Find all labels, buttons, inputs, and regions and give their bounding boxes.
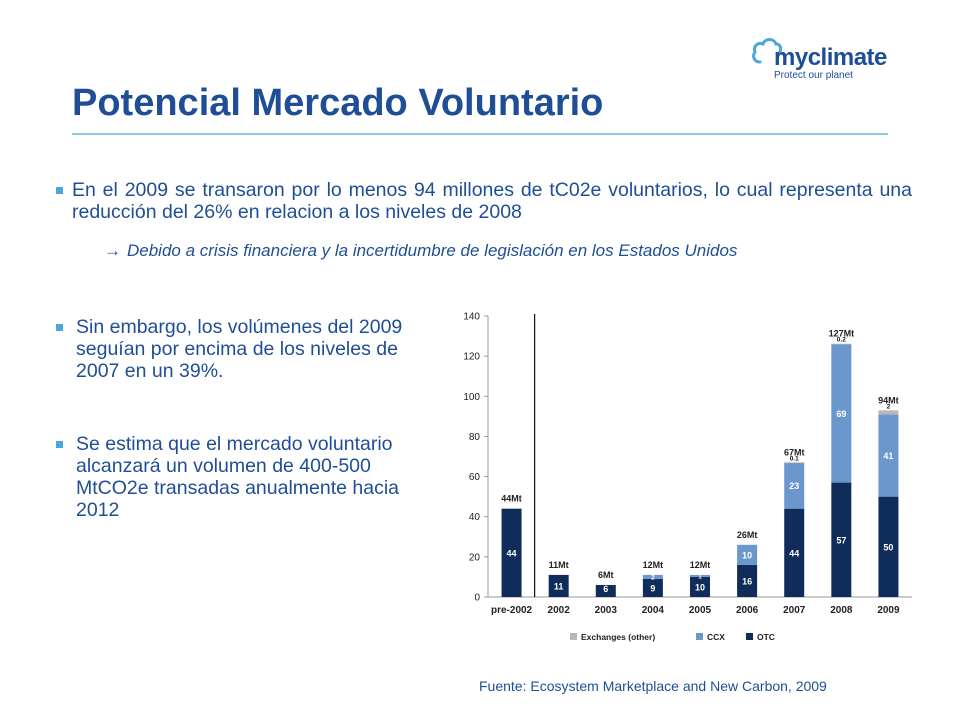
x-tick-label: 2007 — [783, 605, 806, 616]
bullet-text: Se estima que el mercado voluntario alca… — [76, 433, 400, 521]
data-label: 6 — [603, 584, 608, 594]
bar-segment-otc — [878, 496, 899, 597]
market-volume-chart: 0204060801001201404444Mtpre-20021111Mt20… — [463, 312, 912, 642]
title-divider — [72, 133, 888, 135]
bar-segment-exchanges-other — [784, 462, 805, 464]
logo-name: myclimate — [774, 44, 887, 71]
bar-segment-exchanges-other — [878, 410, 899, 415]
legend-label: CCX — [707, 632, 725, 642]
y-tick-label: 40 — [469, 512, 481, 523]
cloud-icon — [752, 38, 782, 64]
y-tick-label: 120 — [463, 352, 480, 363]
data-label: 44 — [789, 548, 799, 558]
data-label: 0.1 — [790, 455, 799, 462]
bar-segment-otc — [737, 564, 758, 597]
total-label: 127Mt — [829, 329, 855, 339]
legend-swatch — [570, 633, 577, 640]
sub-note-text: Debido a crisis financiera y la incertid… — [127, 241, 738, 260]
data-label: 10 — [742, 550, 752, 560]
x-tick-label: 2004 — [642, 605, 665, 616]
bar-segment-ccx — [784, 462, 805, 509]
x-tick-label: 2009 — [877, 605, 900, 616]
data-label: 1 — [698, 573, 702, 580]
data-label: 2 — [887, 403, 891, 410]
y-tick-label: 20 — [469, 552, 481, 563]
data-label: 2 — [651, 574, 655, 581]
data-label: 44 — [507, 548, 517, 558]
bar-segment-otc — [784, 508, 805, 597]
bar-segment-otc — [501, 508, 522, 597]
x-tick-label: 2006 — [736, 605, 759, 616]
total-label: 26Mt — [737, 530, 758, 540]
source-note: Fuente: Ecosystem Marketplace and New Ca… — [479, 678, 827, 694]
total-label: 11Mt — [549, 560, 569, 570]
data-label: 50 — [883, 542, 893, 552]
bar-segment-ccx — [737, 544, 758, 565]
myclimate-logo: myclimate Protect our planet — [752, 34, 902, 82]
page-title: Potencial Mercado Voluntario — [72, 82, 604, 124]
legend-swatch — [696, 633, 703, 640]
data-label: 9 — [650, 583, 655, 593]
legend-label: Exchanges (other) — [581, 632, 655, 642]
data-label: 0.2 — [837, 337, 846, 344]
bar-segment-ccx — [690, 574, 710, 577]
sub-note: → Debido a crisis financiera y la incerti… — [104, 241, 737, 261]
bar-segment-otc — [595, 584, 616, 597]
bar-segment-ccx — [642, 574, 663, 579]
total-label: 94Mt — [878, 395, 899, 405]
legend-swatch — [746, 633, 753, 640]
bar-segment-ccx — [831, 344, 852, 483]
y-tick-label: 100 — [463, 392, 480, 403]
data-label: 41 — [883, 451, 893, 461]
arrow-right-icon: → — [104, 241, 121, 260]
data-label: 16 — [742, 576, 752, 586]
data-label: 69 — [836, 409, 846, 419]
bullet-text: Sin embargo, los volúmenes del 2009 segu… — [76, 316, 403, 382]
bullet-text: En el 2009 se transaron por lo menos 94 … — [72, 179, 912, 223]
y-tick-label: 60 — [469, 472, 481, 483]
total-label: 67Mt — [784, 447, 805, 457]
total-label: 12Mt — [690, 560, 711, 570]
y-tick-label: 80 — [469, 432, 481, 443]
x-tick-label: 2008 — [830, 605, 853, 616]
x-tick-label: 2003 — [595, 605, 618, 616]
bullet-icon — [56, 187, 63, 194]
data-label: 11 — [554, 581, 564, 591]
y-tick-label: 0 — [474, 593, 480, 604]
x-tick-label: pre-2002 — [491, 605, 533, 616]
bar-segment-exchanges-other — [831, 343, 852, 345]
bullet-icon — [56, 441, 63, 448]
total-label: 6Mt — [598, 570, 614, 580]
bar-segment-otc — [690, 576, 710, 597]
bullet-icon — [56, 324, 63, 331]
x-tick-label: 2002 — [548, 605, 571, 616]
data-label: 57 — [836, 535, 846, 545]
total-label: 12Mt — [643, 560, 664, 570]
x-tick-label: 2005 — [689, 605, 712, 616]
legend-label: OTC — [757, 632, 775, 642]
logo-tagline: Protect our planet — [774, 70, 853, 81]
bar-segment-otc — [548, 574, 569, 597]
bar-segment-ccx — [878, 414, 899, 497]
total-label: 44Mt — [501, 494, 522, 504]
y-tick-label: 140 — [463, 312, 480, 323]
bar-segment-otc — [642, 578, 663, 597]
data-label: 23 — [789, 481, 799, 491]
bar-segment-otc — [831, 482, 852, 597]
data-label: 10 — [695, 582, 705, 592]
